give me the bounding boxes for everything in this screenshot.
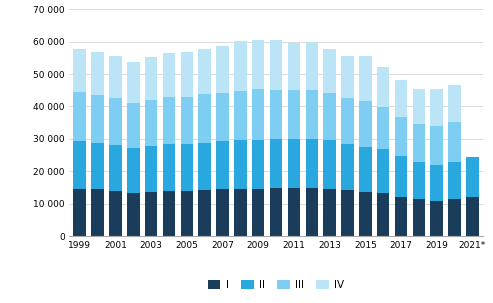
Bar xyxy=(252,188,264,236)
Bar xyxy=(359,191,372,236)
Bar xyxy=(109,145,122,191)
Bar xyxy=(413,162,425,199)
Bar xyxy=(91,95,104,142)
Bar xyxy=(145,146,157,191)
Bar xyxy=(466,157,479,197)
Bar xyxy=(430,165,443,201)
Bar xyxy=(395,156,407,197)
Bar xyxy=(198,49,211,95)
Bar xyxy=(448,162,461,199)
Bar xyxy=(306,90,318,139)
Bar xyxy=(180,191,193,236)
Bar xyxy=(323,94,336,140)
Bar xyxy=(341,190,354,236)
Bar xyxy=(306,188,318,236)
Bar xyxy=(466,197,479,236)
Bar xyxy=(73,49,86,92)
Bar xyxy=(180,144,193,191)
Bar xyxy=(377,67,389,107)
Bar xyxy=(413,88,425,124)
Bar xyxy=(288,188,300,236)
Bar xyxy=(377,149,389,193)
Bar xyxy=(359,101,372,147)
Bar xyxy=(127,62,140,103)
Bar xyxy=(127,103,140,148)
Bar xyxy=(252,140,264,188)
Bar xyxy=(288,42,300,90)
Bar xyxy=(73,92,86,141)
Bar xyxy=(413,199,425,236)
Bar xyxy=(430,89,443,126)
Bar xyxy=(73,189,86,236)
Bar xyxy=(163,191,175,236)
Bar xyxy=(91,142,104,189)
Bar xyxy=(341,98,354,144)
Bar xyxy=(395,117,407,156)
Bar xyxy=(270,40,282,90)
Bar xyxy=(359,56,372,101)
Bar xyxy=(127,192,140,236)
Bar xyxy=(430,201,443,236)
Bar xyxy=(323,49,336,94)
Bar xyxy=(163,144,175,191)
Bar xyxy=(306,42,318,90)
Bar xyxy=(234,188,246,236)
Bar xyxy=(109,98,122,145)
Bar xyxy=(306,139,318,188)
Bar xyxy=(270,90,282,139)
Bar xyxy=(252,40,264,89)
Bar xyxy=(216,46,229,92)
Bar xyxy=(270,188,282,236)
Bar xyxy=(216,141,229,189)
Bar xyxy=(180,52,193,97)
Bar xyxy=(288,139,300,188)
Bar xyxy=(430,126,443,165)
Bar xyxy=(109,191,122,236)
Bar xyxy=(377,193,389,236)
Bar xyxy=(198,143,211,190)
Bar xyxy=(448,122,461,162)
Bar xyxy=(145,58,157,100)
Bar xyxy=(91,189,104,236)
Bar xyxy=(198,190,211,236)
Bar xyxy=(288,90,300,139)
Bar xyxy=(270,139,282,188)
Bar xyxy=(163,97,175,144)
Bar xyxy=(145,100,157,146)
Bar xyxy=(109,55,122,98)
Bar xyxy=(341,56,354,98)
Bar xyxy=(216,189,229,236)
Bar xyxy=(377,107,389,149)
Legend: I, II, III, IV: I, II, III, IV xyxy=(204,276,349,294)
Bar xyxy=(127,148,140,192)
Bar xyxy=(252,89,264,140)
Bar xyxy=(234,41,246,91)
Bar xyxy=(448,199,461,236)
Bar xyxy=(341,144,354,190)
Bar xyxy=(323,140,336,188)
Bar xyxy=(234,140,246,188)
Bar xyxy=(395,80,407,117)
Bar xyxy=(448,85,461,122)
Bar xyxy=(216,92,229,141)
Bar xyxy=(234,91,246,140)
Bar xyxy=(180,97,193,144)
Bar xyxy=(163,53,175,97)
Bar xyxy=(198,95,211,143)
Bar xyxy=(145,191,157,236)
Bar xyxy=(323,188,336,236)
Bar xyxy=(73,141,86,189)
Bar xyxy=(91,52,104,95)
Bar xyxy=(395,197,407,236)
Bar xyxy=(413,124,425,162)
Bar xyxy=(359,147,372,191)
